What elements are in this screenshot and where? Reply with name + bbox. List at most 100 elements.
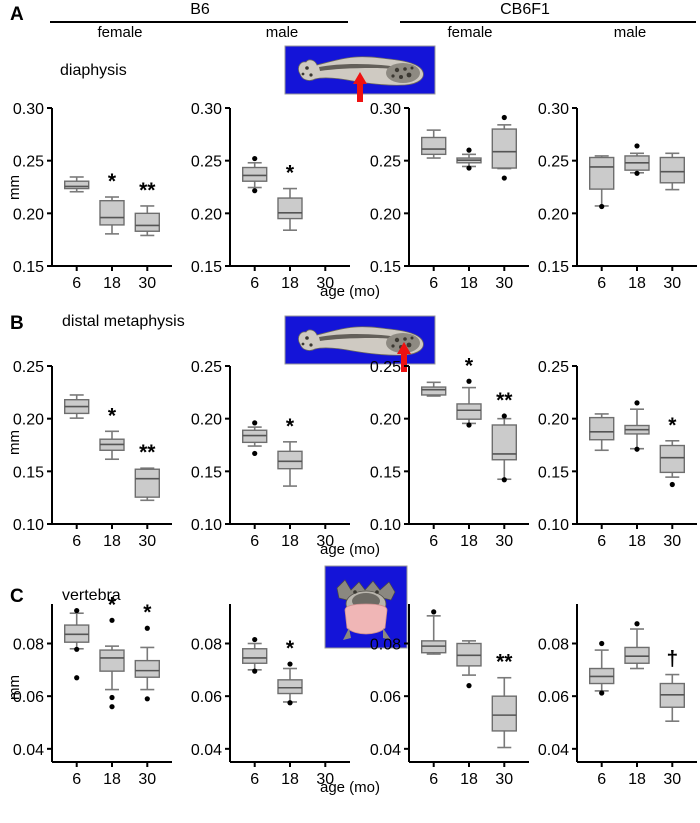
plot-b-b6-male: 0.10 0.15 0.20 0.25 6 18 30 * [178,358,358,550]
y-tick-label: 0.15 [538,464,569,481]
x-tick-label: 30 [316,533,334,550]
row-title-distal-metaphysis: distal metaphysis [62,313,185,330]
x-tick-label: 6 [597,533,606,550]
y-tick-label: 0.08 [538,637,569,654]
significance-marker: ** [496,389,513,412]
y-tick-label: 0.10 [370,517,401,534]
x-tick-label: 18 [281,275,299,292]
x-tick-label: 30 [495,771,513,788]
bone-image-distal-metaphysis [284,315,436,368]
y-tick-label: 0.20 [370,206,401,223]
boxplot-box: * [99,170,125,235]
boxplot-box [589,413,615,452]
x-tick-label: 18 [103,771,121,788]
sex-label-b6-female: female [97,24,143,41]
y-tick-label: 0.30 [370,101,401,118]
plot-c-cb6f1-male: 0.04 0.06 0.08 6 18 30 † [525,596,700,788]
significance-marker: * [286,415,295,438]
x-tick-label: 18 [628,771,646,788]
y-tick-label: 0.15 [370,259,401,276]
arrow-diaphysis-icon [352,72,368,102]
x-tick-label: 30 [138,533,156,550]
x-tick-label: 6 [250,771,259,788]
sex-label-cb6f1-male: male [613,24,647,41]
x-tick-label: 18 [460,771,478,788]
x-tick-label: 30 [495,533,513,550]
y-tick-label: 0.30 [191,101,222,118]
x-tick-label: 6 [597,771,606,788]
panel-letter-b: B [10,313,24,334]
significance-marker: * [108,593,117,616]
boxplot-box [589,155,615,210]
y-tick-label: 0.08 [370,637,401,654]
y-tick-label: 0.15 [191,259,222,276]
boxplot-box: ** [134,441,160,502]
y-tick-label: 0.15 [538,259,569,276]
plot-a-cb6f1-female: 0.15 0.20 0.25 0.30 6 18 30 [357,100,537,292]
x-tick-label: 6 [597,275,606,292]
y-tick-label: 0.08 [191,637,222,654]
x-tick-label: 6 [72,771,81,788]
bone-image-diaphysis [284,45,436,98]
y-tick-label: 0.25 [370,359,401,376]
y-tick-label: 0.10 [191,517,222,534]
bone-image-vertebra [324,565,408,650]
x-tick-label: 6 [429,533,438,550]
y-tick-label: 0.25 [538,359,569,376]
plot-a-b6-female: 0.15 0.20 0.25 0.30 6 18 30 * ** [0,100,180,292]
y-tick-label: 0.20 [370,412,401,429]
boxplot-box [421,609,447,655]
boxplot-box [242,636,268,674]
boxplot-box: ** [491,389,517,483]
significance-marker: * [668,414,677,437]
x-tick-label: 30 [663,275,681,292]
x-tick-label: 30 [316,275,334,292]
strain-underline-b6 [50,21,348,23]
y-tick-label: 0.04 [370,742,401,759]
x-tick-label: 30 [663,533,681,550]
boxplot-box [64,394,90,419]
boxplot-box [491,114,517,181]
x-tick-label: 18 [460,275,478,292]
y-tick-label: 0.06 [13,689,44,706]
boxplot-box [624,621,650,670]
boxplot-box: ** [491,651,517,749]
y-tick-label: 0.20 [538,412,569,429]
significance-marker: ** [496,651,513,674]
x-tick-label: 18 [460,533,478,550]
strain-title-cb6f1: CB6F1 [500,1,550,18]
plot-c-cb6f1-female: 0.04 0.06 0.08 6 18 30 ** [357,596,537,788]
row-title-vertebra: vertebra [62,587,121,604]
y-tick-label: 0.20 [191,412,222,429]
x-tick-label: 6 [250,275,259,292]
panel-letter-a: A [10,4,24,25]
boxplot-box: * [456,354,482,428]
x-axis-label-b: age (mo) [319,541,381,558]
y-tick-label: 0.15 [370,464,401,481]
panel-letter-c: C [10,586,24,607]
boxplot-box [242,420,268,457]
x-tick-label: 30 [316,771,334,788]
y-tick-label: 0.20 [538,206,569,223]
boxplot-box [456,147,482,171]
boxplot-box: ** [134,179,160,237]
x-tick-label: 6 [72,275,81,292]
x-tick-label: 18 [628,275,646,292]
y-tick-label: 0.04 [13,742,44,759]
boxplot-box: † [659,648,685,722]
significance-marker: * [108,170,117,193]
x-tick-label: 18 [281,771,299,788]
strain-title-b6: B6 [190,1,210,18]
x-tick-label: 30 [138,275,156,292]
y-tick-label: 0.20 [191,206,222,223]
x-tick-label: 18 [103,533,121,550]
x-axis-label-a: age (mo) [319,283,381,300]
boxplot-box [421,381,447,397]
plot-a-cb6f1-male: 0.15 0.20 0.25 0.30 6 18 30 [525,100,700,292]
boxplot-box [589,640,615,696]
x-tick-label: 6 [250,533,259,550]
arrow-distal-metaphysis-icon [396,342,412,372]
boxplot-box [624,400,650,452]
x-tick-label: 30 [138,771,156,788]
significance-marker: † [666,648,678,671]
